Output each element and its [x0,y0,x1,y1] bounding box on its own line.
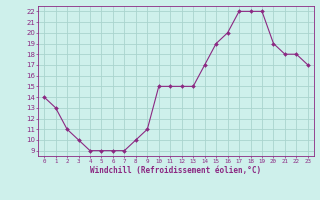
X-axis label: Windchill (Refroidissement éolien,°C): Windchill (Refroidissement éolien,°C) [91,166,261,175]
